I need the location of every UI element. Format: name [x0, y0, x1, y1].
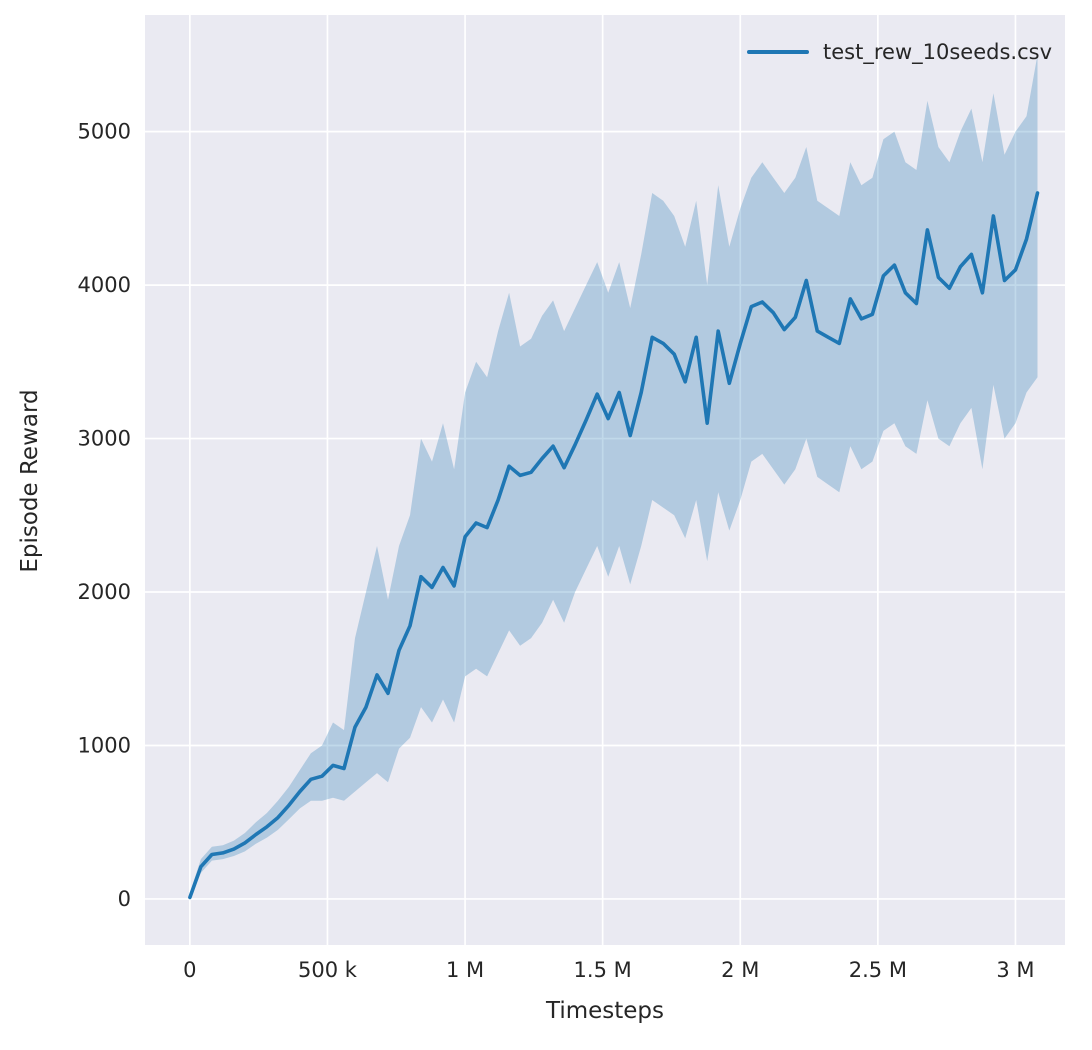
x-tick-label: 2 M: [721, 958, 759, 982]
x-tick-label: 3 M: [996, 958, 1034, 982]
legend: test_rew_10seeds.csv: [747, 40, 1052, 64]
y-tick-label: 2000: [78, 580, 131, 604]
y-tick-label: 5000: [78, 120, 131, 144]
plot-area: [145, 15, 1065, 945]
x-axis-label: Timesteps: [545, 998, 665, 1024]
mean-line: [188, 191, 1040, 900]
y-tick-label: 0: [118, 887, 131, 911]
y-tick-label: 4000: [78, 273, 131, 297]
y-tick-label: 1000: [78, 733, 131, 757]
x-tick-label: 1 M: [446, 958, 484, 982]
y-axis-label: Episode Reward: [17, 389, 43, 573]
x-tick-label: 500 k: [298, 958, 358, 982]
legend-label: test_rew_10seeds.csv: [823, 40, 1052, 64]
x-tick-label: 0: [183, 958, 196, 982]
legend-line-sample: [747, 50, 810, 54]
x-tick-label: 2.5 M: [849, 958, 907, 982]
x-tick-label: 1.5 M: [574, 958, 632, 982]
y-tick-label: 3000: [78, 427, 131, 451]
confidence-band: [189, 54, 1038, 901]
